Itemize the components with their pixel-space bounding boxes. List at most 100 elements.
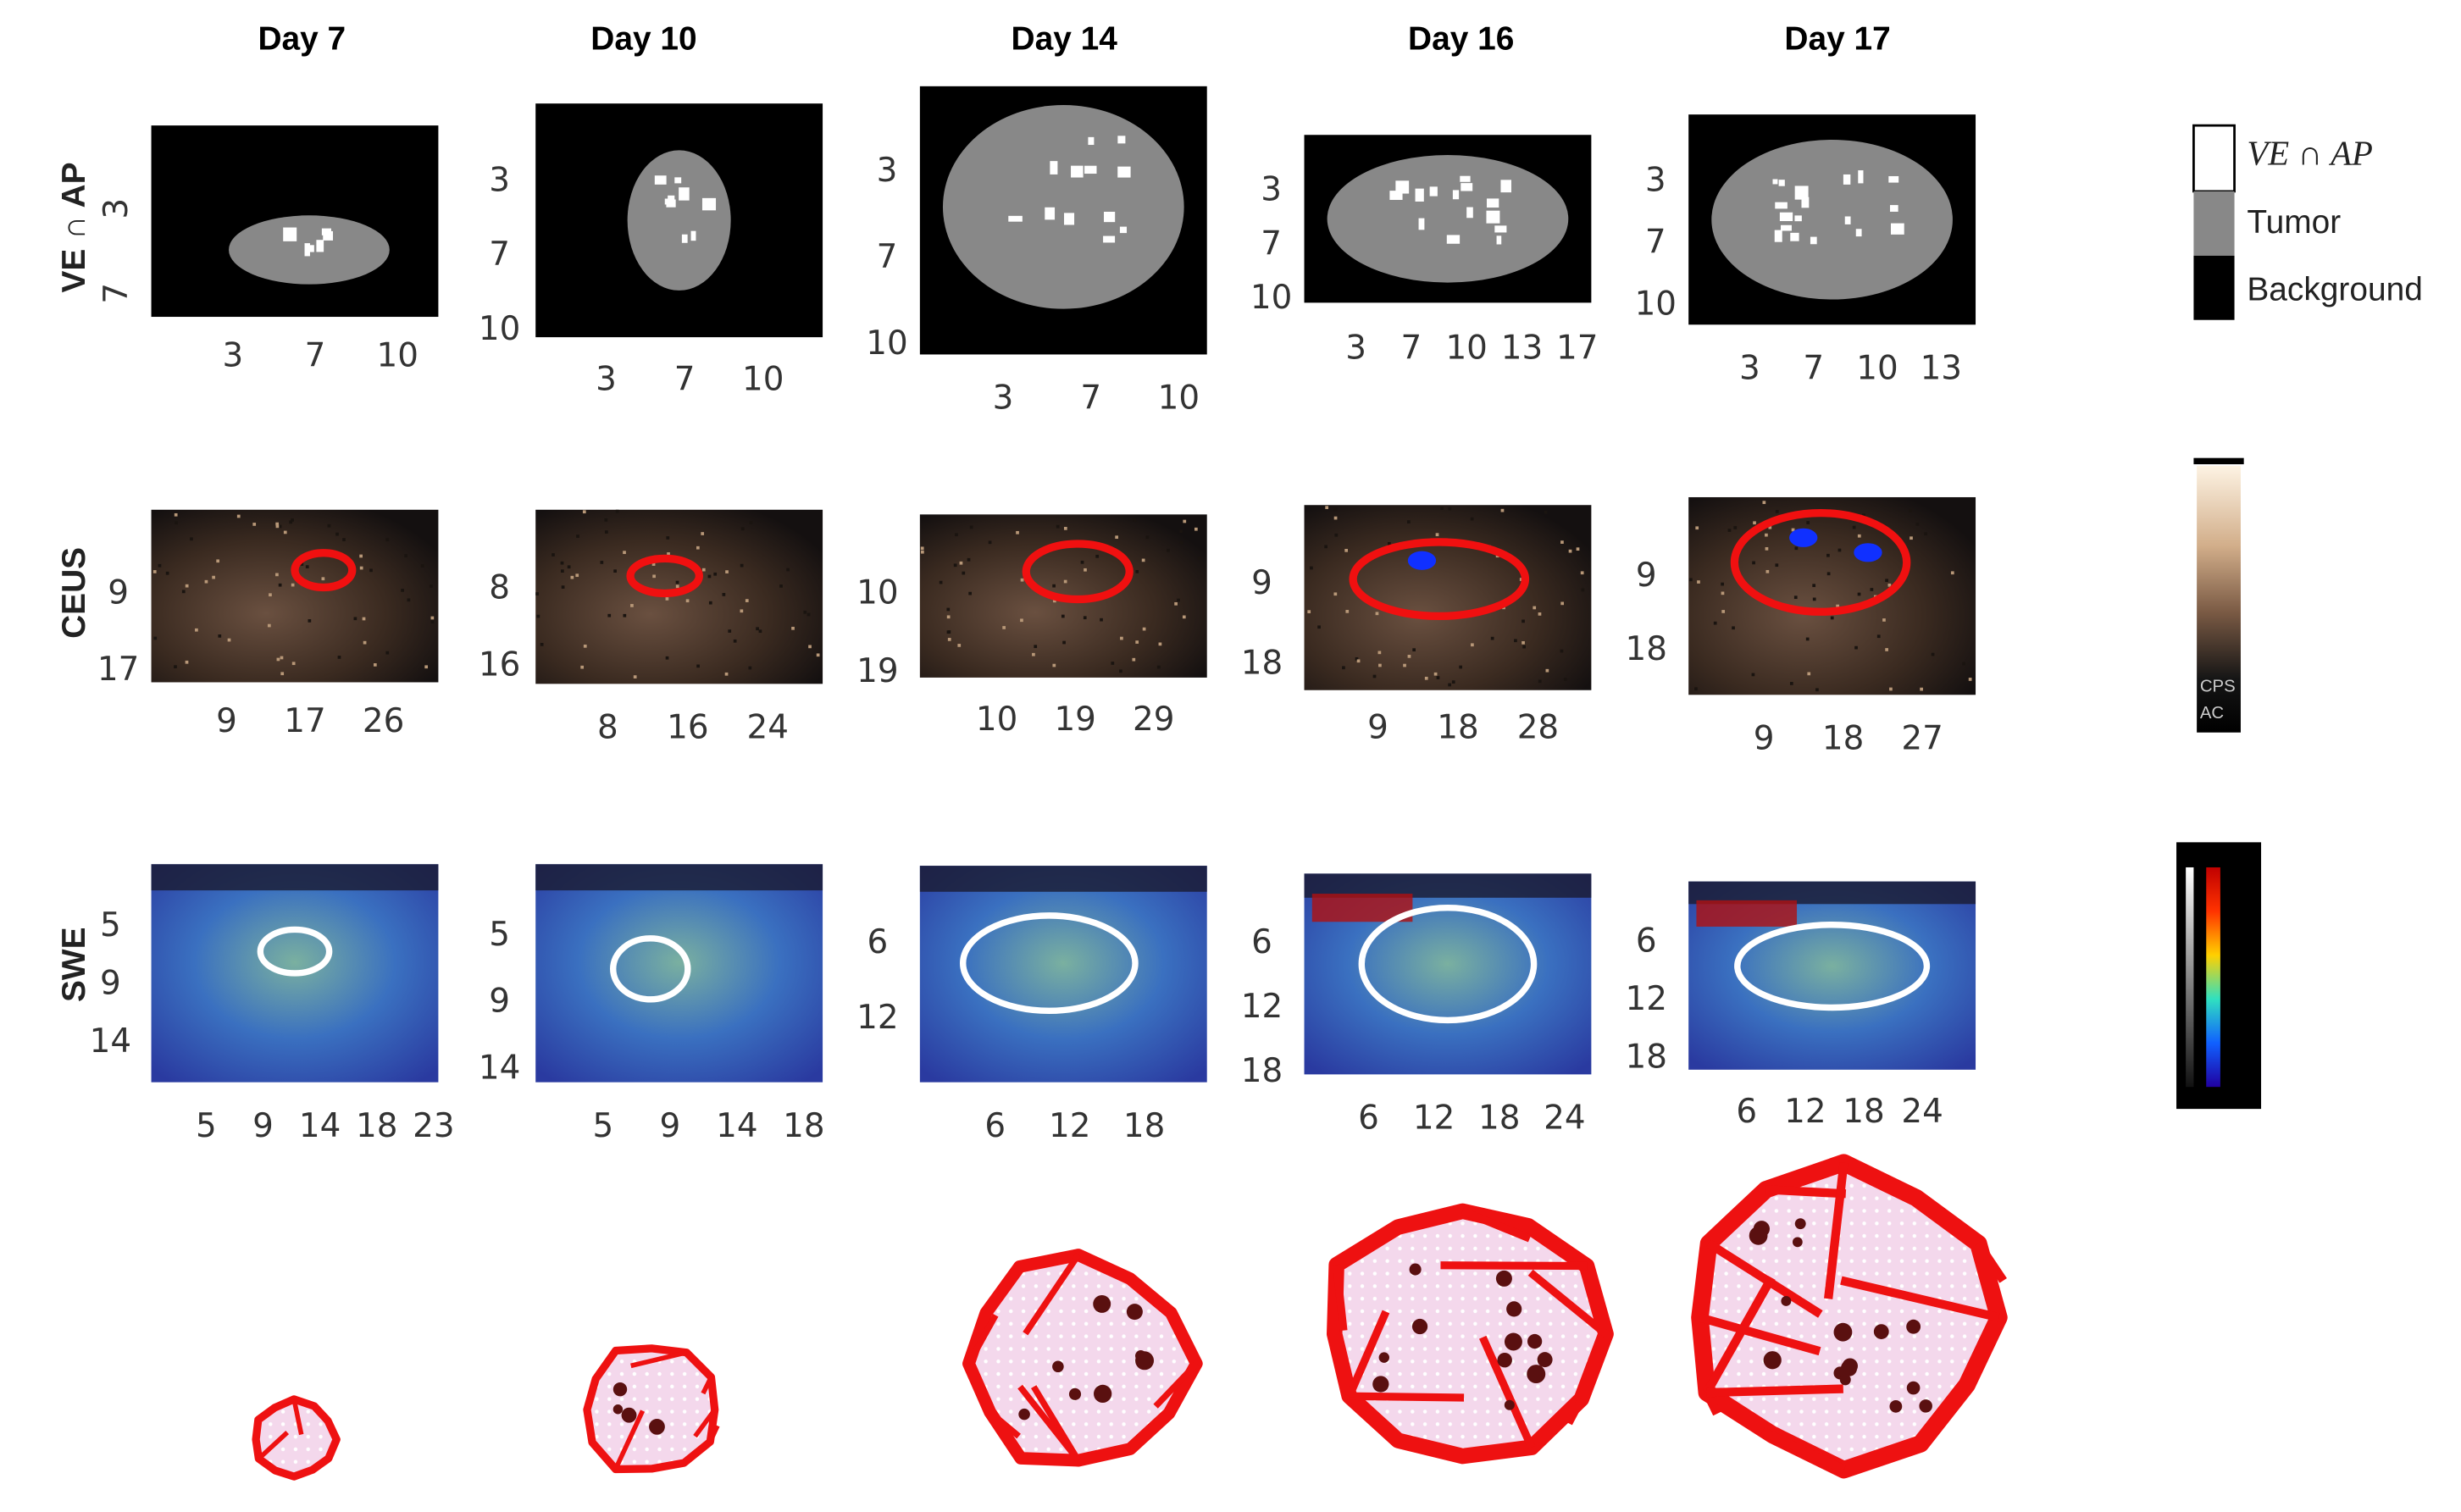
speckle [1765, 546, 1769, 551]
y-tick-label: 3 [97, 198, 136, 219]
y-tick-label: 7 [877, 238, 898, 276]
septum [257, 1431, 290, 1461]
swe-contour [959, 912, 1139, 1015]
y-tick-label: 12 [1241, 988, 1283, 1026]
overlap-region [1790, 232, 1799, 241]
x-tick-label: 6 [984, 1107, 1006, 1145]
speckle [1697, 580, 1700, 584]
speckle [1950, 571, 1954, 575]
septum [1706, 1384, 1843, 1398]
column-title: Day 17 [1784, 20, 1890, 57]
swe-contour [257, 926, 333, 977]
septum [693, 1408, 717, 1438]
speckle [1915, 523, 1920, 526]
y-tick-label: 5 [100, 906, 121, 944]
speckle [1812, 597, 1816, 601]
necrosis [1873, 1324, 1889, 1339]
image-panel [919, 866, 1207, 1083]
y-tick-label: 6 [1636, 922, 1657, 960]
image-panel [1304, 135, 1592, 303]
necrosis [1093, 1294, 1111, 1313]
speckle [1095, 554, 1100, 558]
speckle [576, 534, 579, 538]
swe-colorbar-gray [2186, 867, 2194, 1088]
tumor-region [942, 105, 1184, 309]
speckle [1115, 535, 1118, 540]
septum [966, 1313, 999, 1365]
y-tick-label: 14 [479, 1049, 520, 1087]
speckle [152, 570, 157, 573]
septum [1345, 1310, 1390, 1398]
overlap-region [690, 230, 696, 241]
overlap-region [1843, 174, 1851, 185]
y-tick-label: 10 [1250, 279, 1292, 317]
necrosis [1052, 1360, 1064, 1373]
speckle [280, 672, 285, 676]
speckle [1931, 652, 1935, 656]
speckle [1876, 634, 1881, 639]
speckle [959, 561, 963, 565]
speckle [749, 521, 753, 524]
overlap-region [1117, 136, 1126, 144]
speckle [1120, 636, 1123, 640]
necrosis [1763, 1351, 1782, 1370]
speckle [652, 574, 656, 579]
y-tick-label: 17 [97, 651, 139, 689]
speckle [665, 656, 669, 660]
septum [1479, 1335, 1536, 1449]
speckle [1791, 528, 1795, 532]
speckle [1752, 561, 1755, 565]
speckle [359, 554, 363, 558]
y-tick-label: 3 [489, 161, 510, 199]
speckle [968, 591, 972, 595]
speckle [1448, 507, 1452, 511]
x-tick-label: 9 [252, 1107, 274, 1145]
speckle [342, 538, 346, 541]
speckle [1560, 649, 1564, 653]
y-tick-label: 16 [479, 645, 520, 684]
overlap-region [308, 245, 314, 252]
necrosis [1749, 1226, 1768, 1245]
speckle [1034, 645, 1038, 649]
speckle [1002, 626, 1006, 629]
necrosis [1094, 1384, 1112, 1404]
x-tick-label: 10 [742, 360, 784, 398]
speckle [1544, 510, 1548, 514]
speckle [1775, 563, 1779, 568]
swe-top [151, 864, 439, 891]
y-tick-label: 18 [1241, 645, 1283, 683]
speckle [283, 530, 287, 534]
speckle [1133, 518, 1137, 522]
speckle [946, 607, 951, 612]
speckle [373, 663, 377, 667]
overlap-region [664, 198, 670, 205]
x-tick-label: 18 [1478, 1099, 1520, 1138]
speckle [1440, 507, 1444, 510]
necrosis [1506, 1301, 1522, 1317]
septum [1703, 1275, 1776, 1395]
speckle [1063, 527, 1067, 530]
y-tick-label: 10 [856, 573, 898, 612]
speckle [291, 518, 294, 522]
septum [1565, 1397, 1585, 1426]
overlap-region [674, 177, 682, 184]
speckle [1721, 610, 1726, 613]
speckle [1135, 569, 1139, 573]
speckle [236, 514, 241, 518]
x-tick-label: 24 [1901, 1093, 1943, 1131]
speckle [289, 520, 293, 524]
speckle [1355, 656, 1359, 661]
septum [1824, 1162, 1849, 1299]
y-tick-label: 7 [1261, 224, 1282, 263]
speckle [675, 580, 679, 584]
overlap-region [1461, 183, 1473, 191]
necrosis [612, 1382, 628, 1397]
speckle [1135, 640, 1139, 644]
x-tick-label: 3 [1345, 329, 1366, 367]
speckle [291, 662, 296, 666]
speckle [748, 666, 752, 670]
speckle [1836, 604, 1839, 608]
x-tick-label: 7 [1803, 349, 1824, 387]
overlap-region [1774, 230, 1782, 242]
speckle [1490, 636, 1494, 640]
